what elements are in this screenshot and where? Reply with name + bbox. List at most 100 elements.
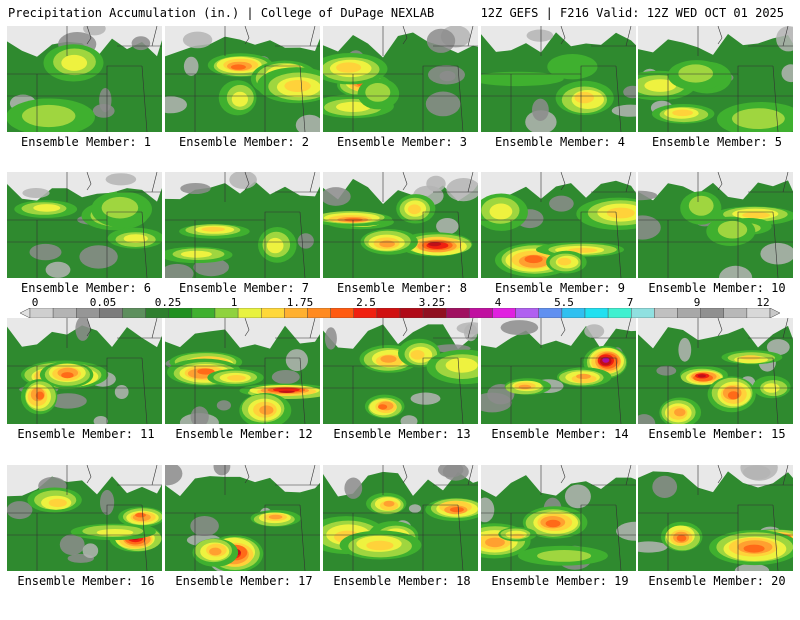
state-boundary [7, 65, 142, 75]
colorbar-segment [191, 308, 216, 318]
state-boundary [772, 65, 779, 132]
precip-contour [227, 375, 246, 381]
state-boundary [165, 65, 300, 75]
precip-contour [743, 544, 765, 553]
light-precip-patch [549, 195, 574, 212]
precip-map [638, 465, 793, 571]
precip-map-svg [481, 26, 636, 132]
precip-contour [180, 250, 212, 258]
light-precip-patch [439, 70, 456, 82]
state-boundary [7, 357, 142, 367]
light-precip-patch [584, 324, 605, 339]
precip-map-svg [323, 26, 478, 132]
precip-map-svg [481, 465, 636, 571]
precip-contour [379, 240, 395, 248]
light-precip-patch [638, 541, 668, 553]
light-precip-patch [131, 36, 151, 51]
precip-contour [428, 242, 442, 247]
precip-contour [489, 203, 513, 220]
state-boundary [299, 65, 306, 132]
colorbar-tick-label: 1.75 [286, 296, 314, 309]
colorbar-left-arrow [19, 308, 31, 318]
state-boundary [141, 211, 148, 278]
state-boundary [717, 26, 723, 45]
light-precip-patch [678, 337, 692, 362]
light-precip-patch [623, 85, 636, 99]
precip-map [638, 318, 793, 424]
state-boundary [86, 26, 92, 45]
light-precip-patch [616, 521, 636, 541]
precip-contour [336, 101, 371, 112]
state-boundary [481, 65, 616, 75]
state-boundary [323, 504, 458, 514]
precip-contour [576, 373, 591, 379]
state-boundary [560, 26, 566, 45]
light-precip-patch [442, 465, 469, 481]
precip-contour [61, 372, 74, 379]
colorbar-segment [538, 308, 563, 318]
light-precip-patch [165, 465, 183, 486]
ensemble-panel: Ensemble Member: 18 [323, 465, 481, 620]
precip-contour [602, 357, 610, 363]
state-boundary [625, 465, 632, 486]
colorbar-segment [422, 308, 447, 318]
member-caption: Ensemble Member: 20 [648, 574, 786, 588]
colorbar-segment [469, 308, 493, 318]
light-precip-patch [45, 261, 71, 278]
member-caption: Ensemble Member: 5 [651, 135, 783, 149]
precip-map-svg [638, 26, 793, 132]
colorbar-segment [122, 308, 146, 318]
ensemble-panel: Ensemble Member: 3 [323, 26, 481, 181]
light-precip-patch [82, 543, 99, 558]
precip-map [7, 172, 162, 278]
precip-contour [727, 391, 740, 400]
colorbar-tick-label: 0.25 [154, 296, 182, 309]
state-boundary [151, 172, 158, 193]
light-precip-patch [760, 242, 793, 265]
precip-map-svg [638, 172, 793, 278]
state-boundary [782, 26, 789, 47]
member-caption: Ensemble Member: 12 [175, 427, 313, 441]
colorbar-segment [29, 308, 54, 318]
light-precip-patch [83, 26, 106, 36]
ensemble-panel: Ensemble Member: 4 [481, 26, 639, 181]
light-precip-patch [100, 489, 115, 515]
precip-contour [336, 62, 362, 73]
light-precip-patch [59, 534, 85, 555]
state-boundary [717, 172, 723, 191]
state-boundary [323, 211, 458, 221]
light-precip-patch [719, 265, 753, 278]
light-precip-patch [29, 243, 62, 261]
state-boundary [244, 172, 250, 191]
colorbar-segment [330, 308, 354, 318]
colorbar-tick-label: 5.5 [554, 296, 574, 309]
precip-contour [380, 355, 397, 363]
member-caption: Ensemble Member: 10 [648, 281, 786, 295]
precip-contour [676, 534, 687, 542]
state-boundary [625, 172, 632, 193]
precip-contour [123, 234, 148, 243]
colorbar: 0 0.05 0.25 1 1.75 2.5 3.25 4 5.5 7 9 12 [0, 296, 800, 320]
light-precip-patch [75, 318, 90, 341]
state-boundary [151, 465, 158, 486]
state-boundary [467, 465, 474, 486]
ensemble-panel: Ensemble Member: 13 [323, 318, 481, 473]
member-caption: Ensemble Member: 3 [336, 135, 468, 149]
precip-contour [383, 500, 395, 507]
precip-contour [449, 507, 464, 513]
state-boundary [309, 26, 316, 47]
state-boundary [402, 26, 408, 45]
ensemble-panel: Ensemble Member: 12 [165, 318, 323, 473]
state-boundary [402, 172, 408, 191]
member-caption: Ensemble Member: 14 [491, 427, 629, 441]
precip-map-svg [323, 172, 478, 278]
member-caption: Ensemble Member: 7 [178, 281, 310, 295]
colorbar-segment [168, 308, 193, 318]
state-boundary [782, 465, 789, 486]
state-boundary [141, 65, 148, 132]
precip-map [481, 465, 636, 571]
colorbar-segment [237, 308, 262, 318]
state-boundary [86, 318, 92, 337]
light-precip-patch [323, 187, 351, 206]
colorbar-segment [284, 308, 308, 318]
